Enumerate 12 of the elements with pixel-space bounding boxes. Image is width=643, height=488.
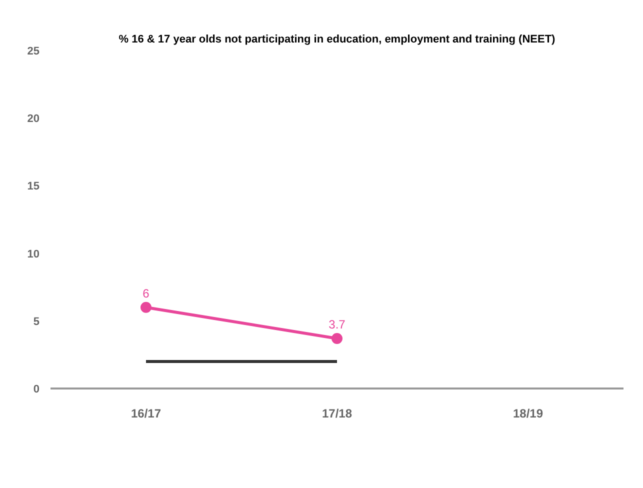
y-tick-label: 10 <box>27 248 40 260</box>
x-tick-label: 18/19 <box>512 406 544 420</box>
y-tick-label: 15 <box>27 180 40 193</box>
data-label: 6 <box>142 286 150 300</box>
y-tick-label: 0 <box>33 384 40 396</box>
x-tick-label: 16/17 <box>130 406 162 420</box>
y-tick-label: 25 <box>27 46 40 58</box>
y-tick-label: 5 <box>33 316 40 328</box>
chart-title: % 16 & 17 year olds not participating in education, employment and training (NEET) <box>118 34 556 46</box>
data-label: 3.7 <box>328 317 346 332</box>
y-tick-label: 20 <box>27 113 40 126</box>
x-tick-label: 17/18 <box>322 406 352 420</box>
